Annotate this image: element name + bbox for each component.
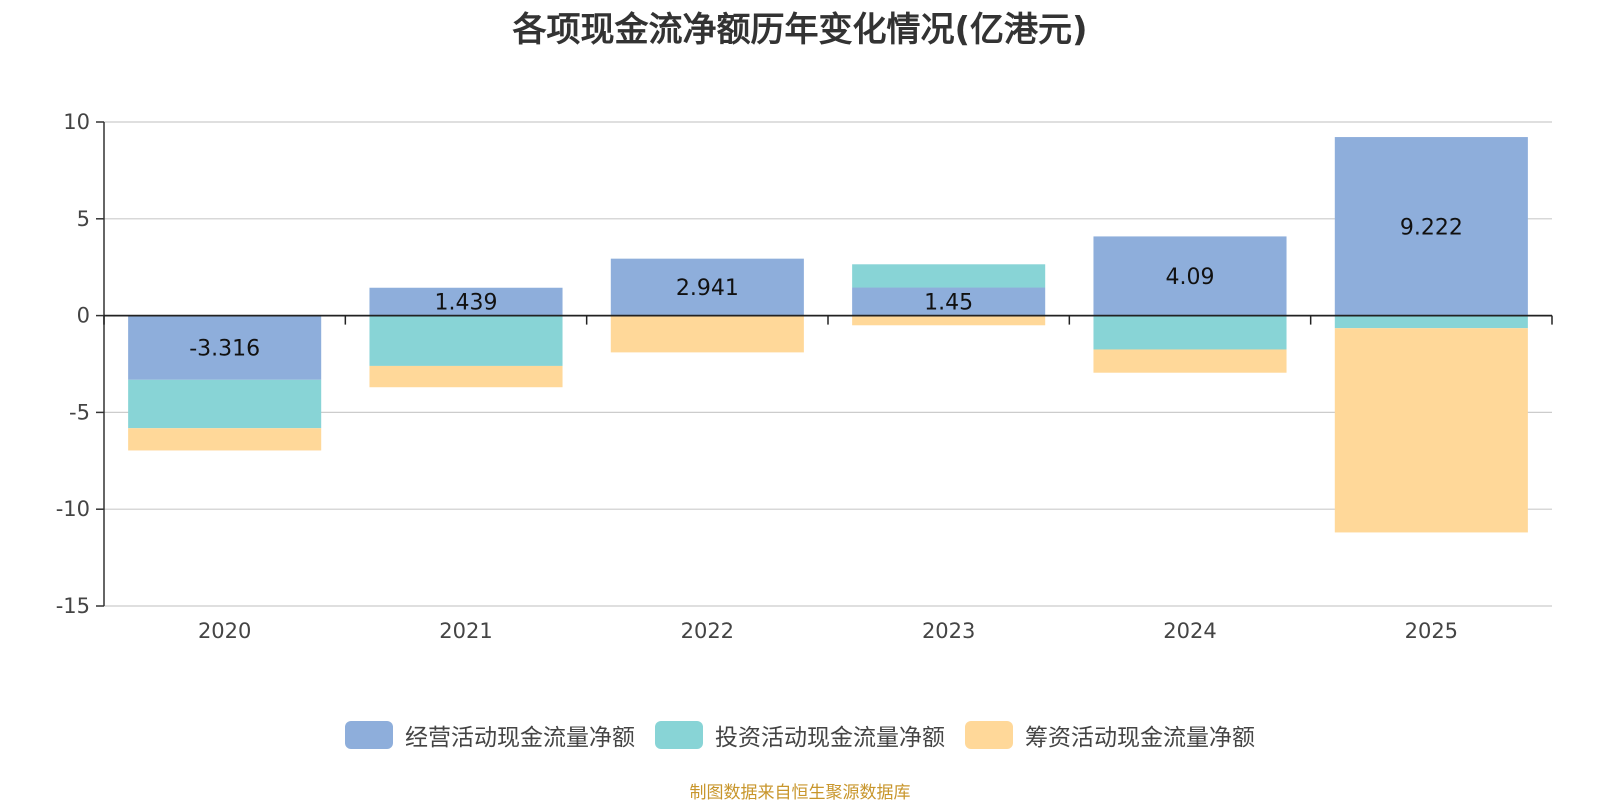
legend-swatch	[655, 721, 703, 749]
data-label: 1.439	[435, 291, 498, 316]
label-layer: 2020 2021 2022 2023 2024 2025 -3.316 1.439 2.941…	[189, 215, 1463, 643]
y-tick-label: -10	[56, 497, 90, 521]
x-tick-label: 2020	[198, 619, 251, 643]
bar-2023-series-0	[852, 287, 1046, 316]
bar-2024-series-2	[1093, 349, 1287, 373]
y-tick-label: 10	[63, 110, 90, 134]
x-tick-label: 2025	[1405, 619, 1458, 643]
bar-2025-series-1	[1334, 315, 1528, 329]
y-tick-label: -15	[56, 594, 90, 618]
axis-layer: 10 5 0 -5 -10 -15	[56, 110, 1553, 618]
legend-item[interactable]: 筹资活动现金流量净额	[965, 718, 1255, 752]
bar-2021-series-0	[369, 287, 563, 316]
bar-2024-series-1	[1093, 315, 1287, 350]
data-label: 4.09	[1166, 265, 1215, 290]
bar-2020-series-1	[128, 379, 322, 429]
bar-2022-series-0	[610, 258, 804, 316]
bar-2025-series-2	[1334, 328, 1528, 533]
x-tick-label: 2022	[681, 619, 734, 643]
bar-2023-series-1	[852, 264, 1046, 288]
data-label: 9.222	[1400, 215, 1463, 240]
x-tick-label: 2023	[922, 619, 975, 643]
legend-item[interactable]: 投资活动现金流量净额	[655, 718, 945, 752]
chart-title: 各项现金流净额历年变化情况(亿港元)	[512, 10, 1088, 50]
legend-label: 筹资活动现金流量净额	[1025, 725, 1255, 751]
bar-2021-series-1	[369, 315, 563, 366]
legend-swatch	[345, 721, 393, 749]
legend: 经营活动现金流量净额 投资活动现金流量净额 筹资活动现金流量净额	[0, 718, 1600, 752]
y-tick-label: 5	[77, 207, 90, 231]
grid-layer	[104, 121, 1552, 607]
stacked-bar-chart: 10 5 0 -5 -10 -15 2020 2021 2022 2023 2024 2025 -3.…	[56, 110, 1553, 643]
data-label: 1.45	[924, 291, 973, 316]
bar-2022-series-2	[610, 315, 804, 353]
bar-2020-series-0	[128, 315, 322, 380]
legend-label: 经营活动现金流量净额	[405, 725, 635, 751]
bar-layer	[128, 137, 1528, 533]
x-tick-label: 2021	[439, 619, 492, 643]
bar-2025-series-0	[1334, 137, 1528, 316]
y-tick-label: -5	[69, 400, 90, 424]
legend-swatch	[965, 721, 1013, 749]
x-tick-label: 2024	[1163, 619, 1216, 643]
bar-2020-series-2	[128, 428, 322, 451]
legend-item[interactable]: 经营活动现金流量净额	[345, 718, 635, 752]
y-tick-label: 0	[77, 304, 90, 328]
bar-2023-series-2	[852, 315, 1046, 326]
bar-2024-series-0	[1093, 236, 1287, 316]
data-label: 2.941	[676, 276, 739, 301]
data-label: -3.316	[189, 337, 260, 362]
legend-label: 投资活动现金流量净额	[715, 725, 945, 751]
source-note: 制图数据来自恒生聚源数据库	[689, 783, 911, 803]
bar-2021-series-2	[369, 365, 563, 388]
